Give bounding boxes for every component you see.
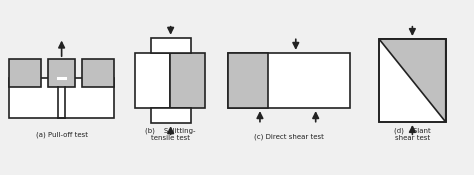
Polygon shape — [379, 39, 446, 122]
Text: (b)    Splitting-
tensile test: (b) Splitting- tensile test — [146, 127, 196, 141]
Bar — [228, 53, 350, 108]
Text: (d)    Slant
shear test: (d) Slant shear test — [394, 127, 431, 141]
Text: (c) Direct shear test: (c) Direct shear test — [254, 133, 324, 140]
Bar — [379, 39, 446, 122]
Bar — [135, 53, 170, 108]
Bar — [379, 39, 446, 122]
Bar — [228, 53, 268, 108]
Text: (a) Pull-off test: (a) Pull-off test — [36, 132, 88, 138]
Bar — [151, 108, 191, 123]
Bar — [9, 78, 114, 118]
Bar — [82, 59, 114, 87]
Bar — [9, 59, 41, 87]
Bar — [48, 59, 75, 87]
Bar — [151, 38, 191, 53]
Bar — [170, 53, 205, 108]
